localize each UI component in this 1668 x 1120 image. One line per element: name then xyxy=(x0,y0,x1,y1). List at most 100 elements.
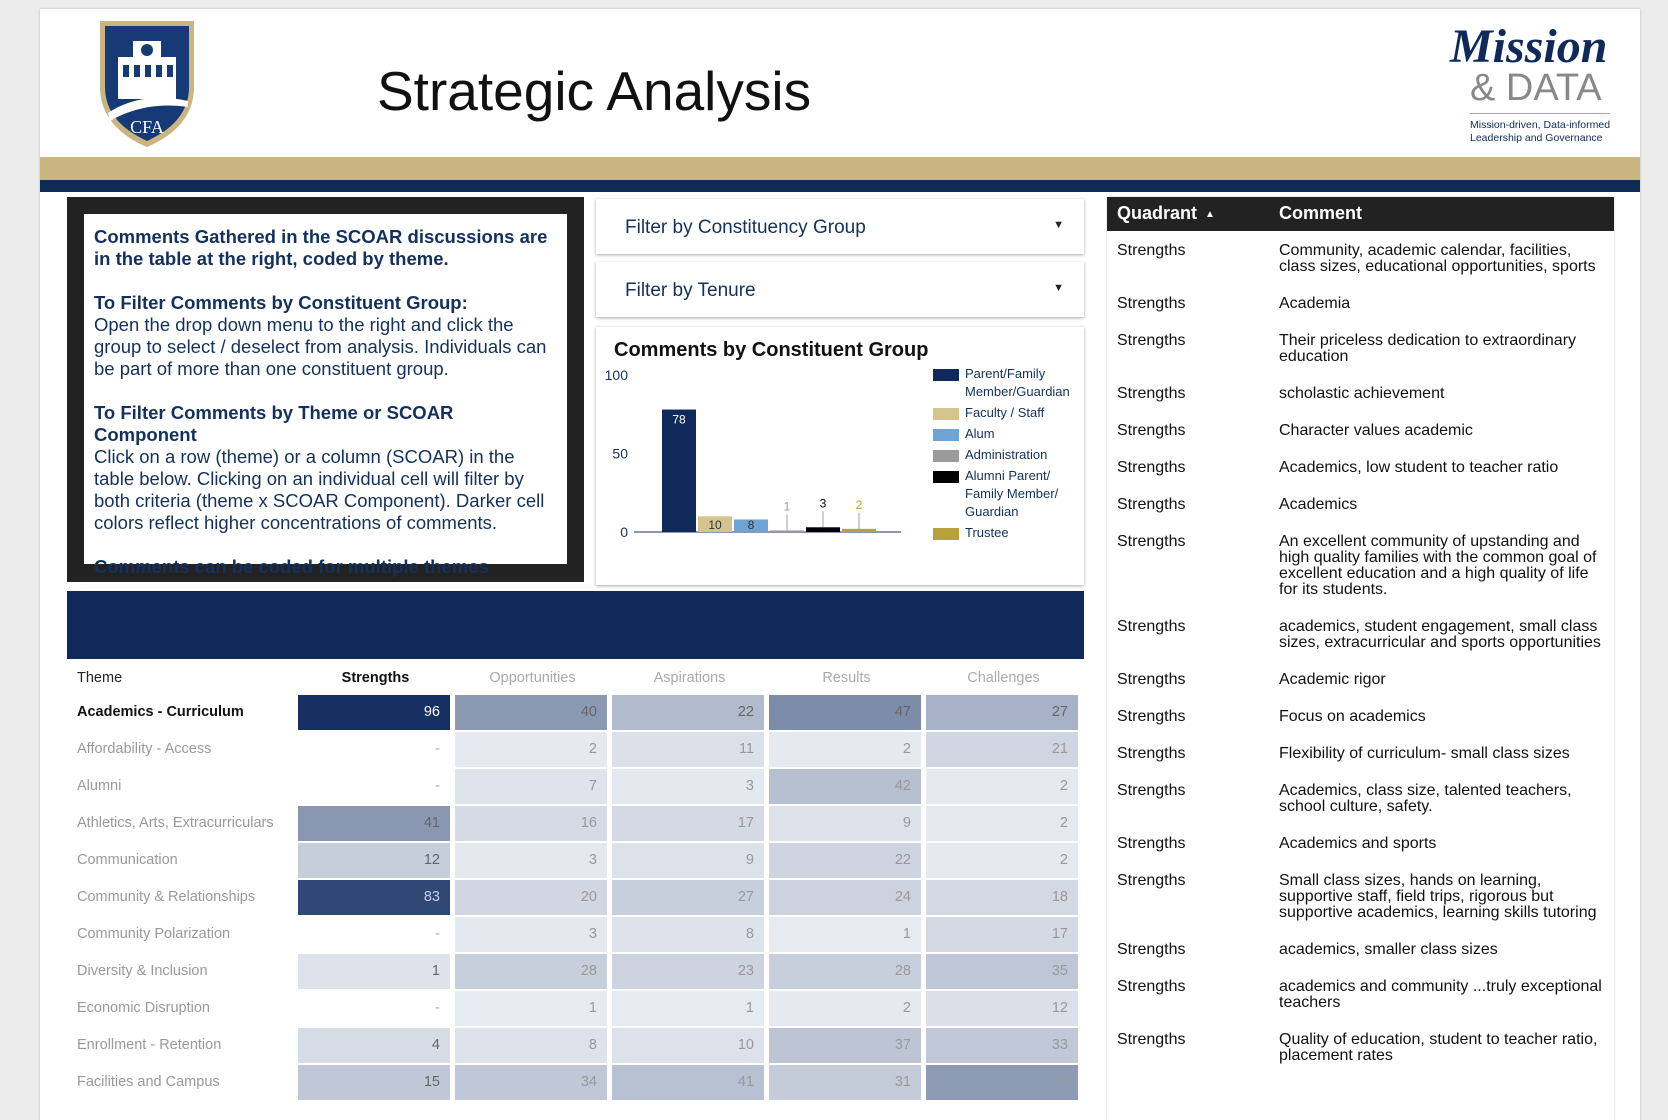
comment-text: Quality of education, student to teacher… xyxy=(1279,1031,1598,1064)
heatmap-theme-label[interactable]: Communication xyxy=(77,852,178,868)
heatmap-cell[interactable]: 47 xyxy=(769,695,921,730)
heatmap-cell[interactable]: 12 xyxy=(926,991,1078,1026)
heatmap-cell[interactable]: 22 xyxy=(612,695,764,730)
comment-text: Academics xyxy=(1279,496,1358,513)
heatmap-cell[interactable]: 23 xyxy=(612,954,764,989)
page-title: Strategic Analysis xyxy=(377,60,812,122)
heatmap-cell[interactable]: 33 xyxy=(926,1028,1078,1063)
heatmap-cell[interactable]: 96 xyxy=(298,695,450,730)
heatmap-cell[interactable]: 9 xyxy=(769,806,921,841)
heatmap-row[interactable]: Athletics, Arts, Extracurriculars 41 16 17 9… xyxy=(67,805,1084,842)
comment-quadrant: Strengths xyxy=(1117,941,1186,958)
heatmap-cell[interactable]: - xyxy=(298,732,450,767)
heatmap-cell[interactable]: 40 xyxy=(455,695,607,730)
heatmap-row[interactable]: Community Polarization -3 8 1 17 xyxy=(67,916,1084,953)
heatmap-cell[interactable]: 18 xyxy=(926,880,1078,915)
comment-row: Strengths academics, smaller class sizes xyxy=(1107,930,1614,967)
heatmap-cell[interactable]: 2 xyxy=(455,732,607,767)
heatmap-theme-label[interactable]: Community Polarization xyxy=(77,926,231,942)
heatmap-cell[interactable]: 2 xyxy=(769,991,921,1026)
heatmap-cell[interactable]: 83 xyxy=(298,880,450,915)
heatmap-cell[interactable]: 15 xyxy=(298,1065,450,1100)
heatmap-theme-label[interactable]: Economic Disruption xyxy=(77,1000,210,1016)
heatmap-cell[interactable]: 9 xyxy=(612,843,764,878)
heatmap-cell[interactable]: 21 xyxy=(926,732,1078,767)
quadrant-column-header[interactable]: Quadrant ▲ xyxy=(1117,203,1215,223)
heatmap-cell[interactable]: 28 xyxy=(769,954,921,989)
heatmap-cell[interactable]: 7 xyxy=(455,769,607,804)
heatmap-cell[interactable]: 8 xyxy=(455,1028,607,1063)
heatmap-column-challenges[interactable]: Challenges xyxy=(967,670,1040,686)
heatmap-row[interactable]: Communication 12 3 9 22 2 xyxy=(67,842,1084,879)
heatmap-row[interactable]: Economic Disruption -1 1 2 12 xyxy=(67,990,1084,1027)
heatmap-cell[interactable]: 41 xyxy=(612,1065,764,1100)
heatmap-row[interactable]: Enrollment - Retention 4 8 10 37 33 xyxy=(67,1027,1084,1064)
heatmap-cell[interactable]: 31 xyxy=(769,1065,921,1100)
heatmap-cell[interactable]: 16 xyxy=(455,806,607,841)
heatmap-column-opportunities[interactable]: Opportunities xyxy=(489,670,576,686)
heatmap-cell[interactable]: 78 xyxy=(926,1065,1078,1100)
heatmap-cell[interactable]: 22 xyxy=(769,843,921,878)
heatmap-row[interactable]: Affordability - Access -2 11 2 21 xyxy=(67,731,1084,768)
heatmap-theme-label[interactable]: Affordability - Access xyxy=(77,741,212,757)
heatmap-cell[interactable]: 37 xyxy=(769,1028,921,1063)
heatmap-cell[interactable]: 10 xyxy=(612,1028,764,1063)
heatmap-theme-label[interactable]: Enrollment - Retention xyxy=(77,1037,222,1053)
heatmap-cell[interactable]: 3 xyxy=(455,843,607,878)
heatmap-cell[interactable]: 11 xyxy=(612,732,764,767)
tenure-filter-dropdown[interactable]: Filter by Tenure ▼ xyxy=(596,262,1084,317)
comment-column-header[interactable]: Comment xyxy=(1279,203,1363,223)
heatmap-cell[interactable]: 2 xyxy=(926,769,1078,804)
heatmap-cell[interactable]: 1 xyxy=(769,917,921,952)
heatmap-cell[interactable]: 35 xyxy=(926,954,1078,989)
data-label: 2 xyxy=(856,498,863,512)
heatmap-theme-label[interactable]: Facilities and Campus xyxy=(77,1074,220,1090)
heatmap-cell[interactable]: 24 xyxy=(769,880,921,915)
heatmap-cell[interactable]: 3 xyxy=(455,917,607,952)
heatmap-cell[interactable]: 42 xyxy=(769,769,921,804)
heatmap-cell[interactable]: 2 xyxy=(926,843,1078,878)
heatmap-cell[interactable]: - xyxy=(298,769,450,804)
heatmap-column-results[interactable]: Results xyxy=(822,670,871,686)
heatmap-cell[interactable]: 2 xyxy=(769,732,921,767)
heatmap-cell[interactable]: 1 xyxy=(455,991,607,1026)
heatmap-cell[interactable]: 28 xyxy=(455,954,607,989)
heatmap-cell[interactable]: 27 xyxy=(926,695,1078,730)
instructions-multiple-themes: Comments can be coded for multiple theme… xyxy=(94,556,489,577)
heatmap-cell[interactable]: 12 xyxy=(298,843,450,878)
heatmap-theme-label[interactable]: Diversity & Inclusion xyxy=(77,963,208,979)
heatmap-row[interactable]: Facilities and Campus 15 34 41 31 78 xyxy=(67,1064,1084,1101)
heatmap-cell[interactable]: 1 xyxy=(612,991,764,1026)
constituency-filter-dropdown[interactable]: Filter by Constituency Group ▼ xyxy=(596,199,1084,254)
heatmap-row[interactable]: Academics - Curriculum 96 40 22 47 27 xyxy=(67,694,1084,731)
heatmap-theme-label[interactable]: Athletics, Arts, Extracurriculars xyxy=(77,815,274,831)
heatmap-cell[interactable]: - xyxy=(298,917,450,952)
heatmap-column-strengths[interactable]: Strengths xyxy=(341,670,410,686)
heatmap-column-aspirations[interactable]: Aspirations xyxy=(653,670,726,686)
heatmap-theme-label[interactable]: Community & Relationships xyxy=(77,889,256,905)
heatmap-cell[interactable]: 34 xyxy=(455,1065,607,1100)
heatmap-cell[interactable]: 8 xyxy=(612,917,764,952)
heatmap-cell[interactable]: 27 xyxy=(612,880,764,915)
heatmap-cell[interactable]: 2 xyxy=(926,806,1078,841)
chevron-down-icon[interactable]: ▼ xyxy=(1053,219,1064,231)
heatmap-theme-label[interactable]: Academics - Curriculum xyxy=(77,704,244,720)
heatmap-cell[interactable]: 41 xyxy=(298,806,450,841)
heatmap-cell[interactable]: 20 xyxy=(455,880,607,915)
sort-ascending-icon[interactable]: ▲ xyxy=(1205,209,1215,220)
heatmap-cell[interactable]: 17 xyxy=(926,917,1078,952)
legend-swatch xyxy=(933,528,959,540)
comment-quadrant: Strengths xyxy=(1117,745,1186,762)
heatmap-theme-label[interactable]: Alumni xyxy=(77,778,122,794)
heatmap-cell[interactable]: 4 xyxy=(298,1028,450,1063)
heatmap-cell[interactable]: 17 xyxy=(612,806,764,841)
heatmap-cell[interactable]: 1 xyxy=(298,954,450,989)
heatmap-row[interactable]: Alumni -7 3 42 2 xyxy=(67,768,1084,805)
heatmap-cell[interactable]: 3 xyxy=(612,769,764,804)
heatmap-row[interactable]: Diversity & Inclusion 1 28 23 28 35 xyxy=(67,953,1084,990)
chevron-down-icon[interactable]: ▼ xyxy=(1053,282,1064,294)
heatmap-cell[interactable]: - xyxy=(298,991,450,1026)
theme-heatmap-table[interactable]: Theme Strengths Opportunities Aspirations Re… xyxy=(67,662,1084,1101)
heatmap-row[interactable]: Community & Relationships 83 20 27 24 18 xyxy=(67,879,1084,916)
comment-row: Strengths Quality of education, student t… xyxy=(1107,1020,1614,1073)
